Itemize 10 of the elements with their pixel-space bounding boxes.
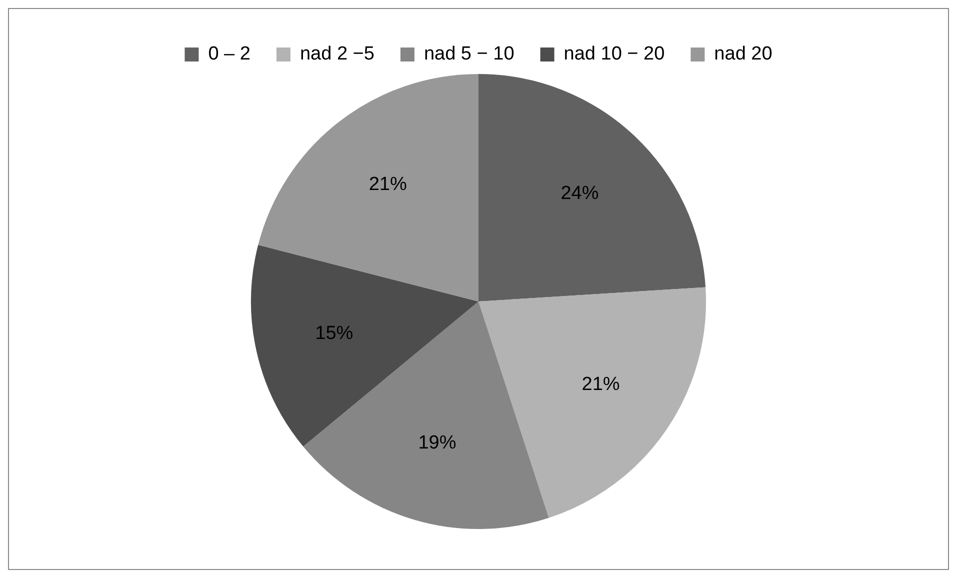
legend-label: nad 20	[714, 44, 772, 65]
data-label: 24%	[560, 182, 599, 204]
data-label: 21%	[368, 174, 407, 195]
legend-label: nad 10 − 20	[564, 44, 665, 65]
legend-label: 0 – 2	[208, 44, 250, 65]
legend-label: nad 2 −5	[300, 44, 374, 65]
data-label: 15%	[315, 322, 354, 344]
data-label: 19%	[418, 432, 456, 454]
legend-label: nad 5 − 10	[424, 44, 514, 65]
data-label: 21%	[582, 374, 620, 395]
